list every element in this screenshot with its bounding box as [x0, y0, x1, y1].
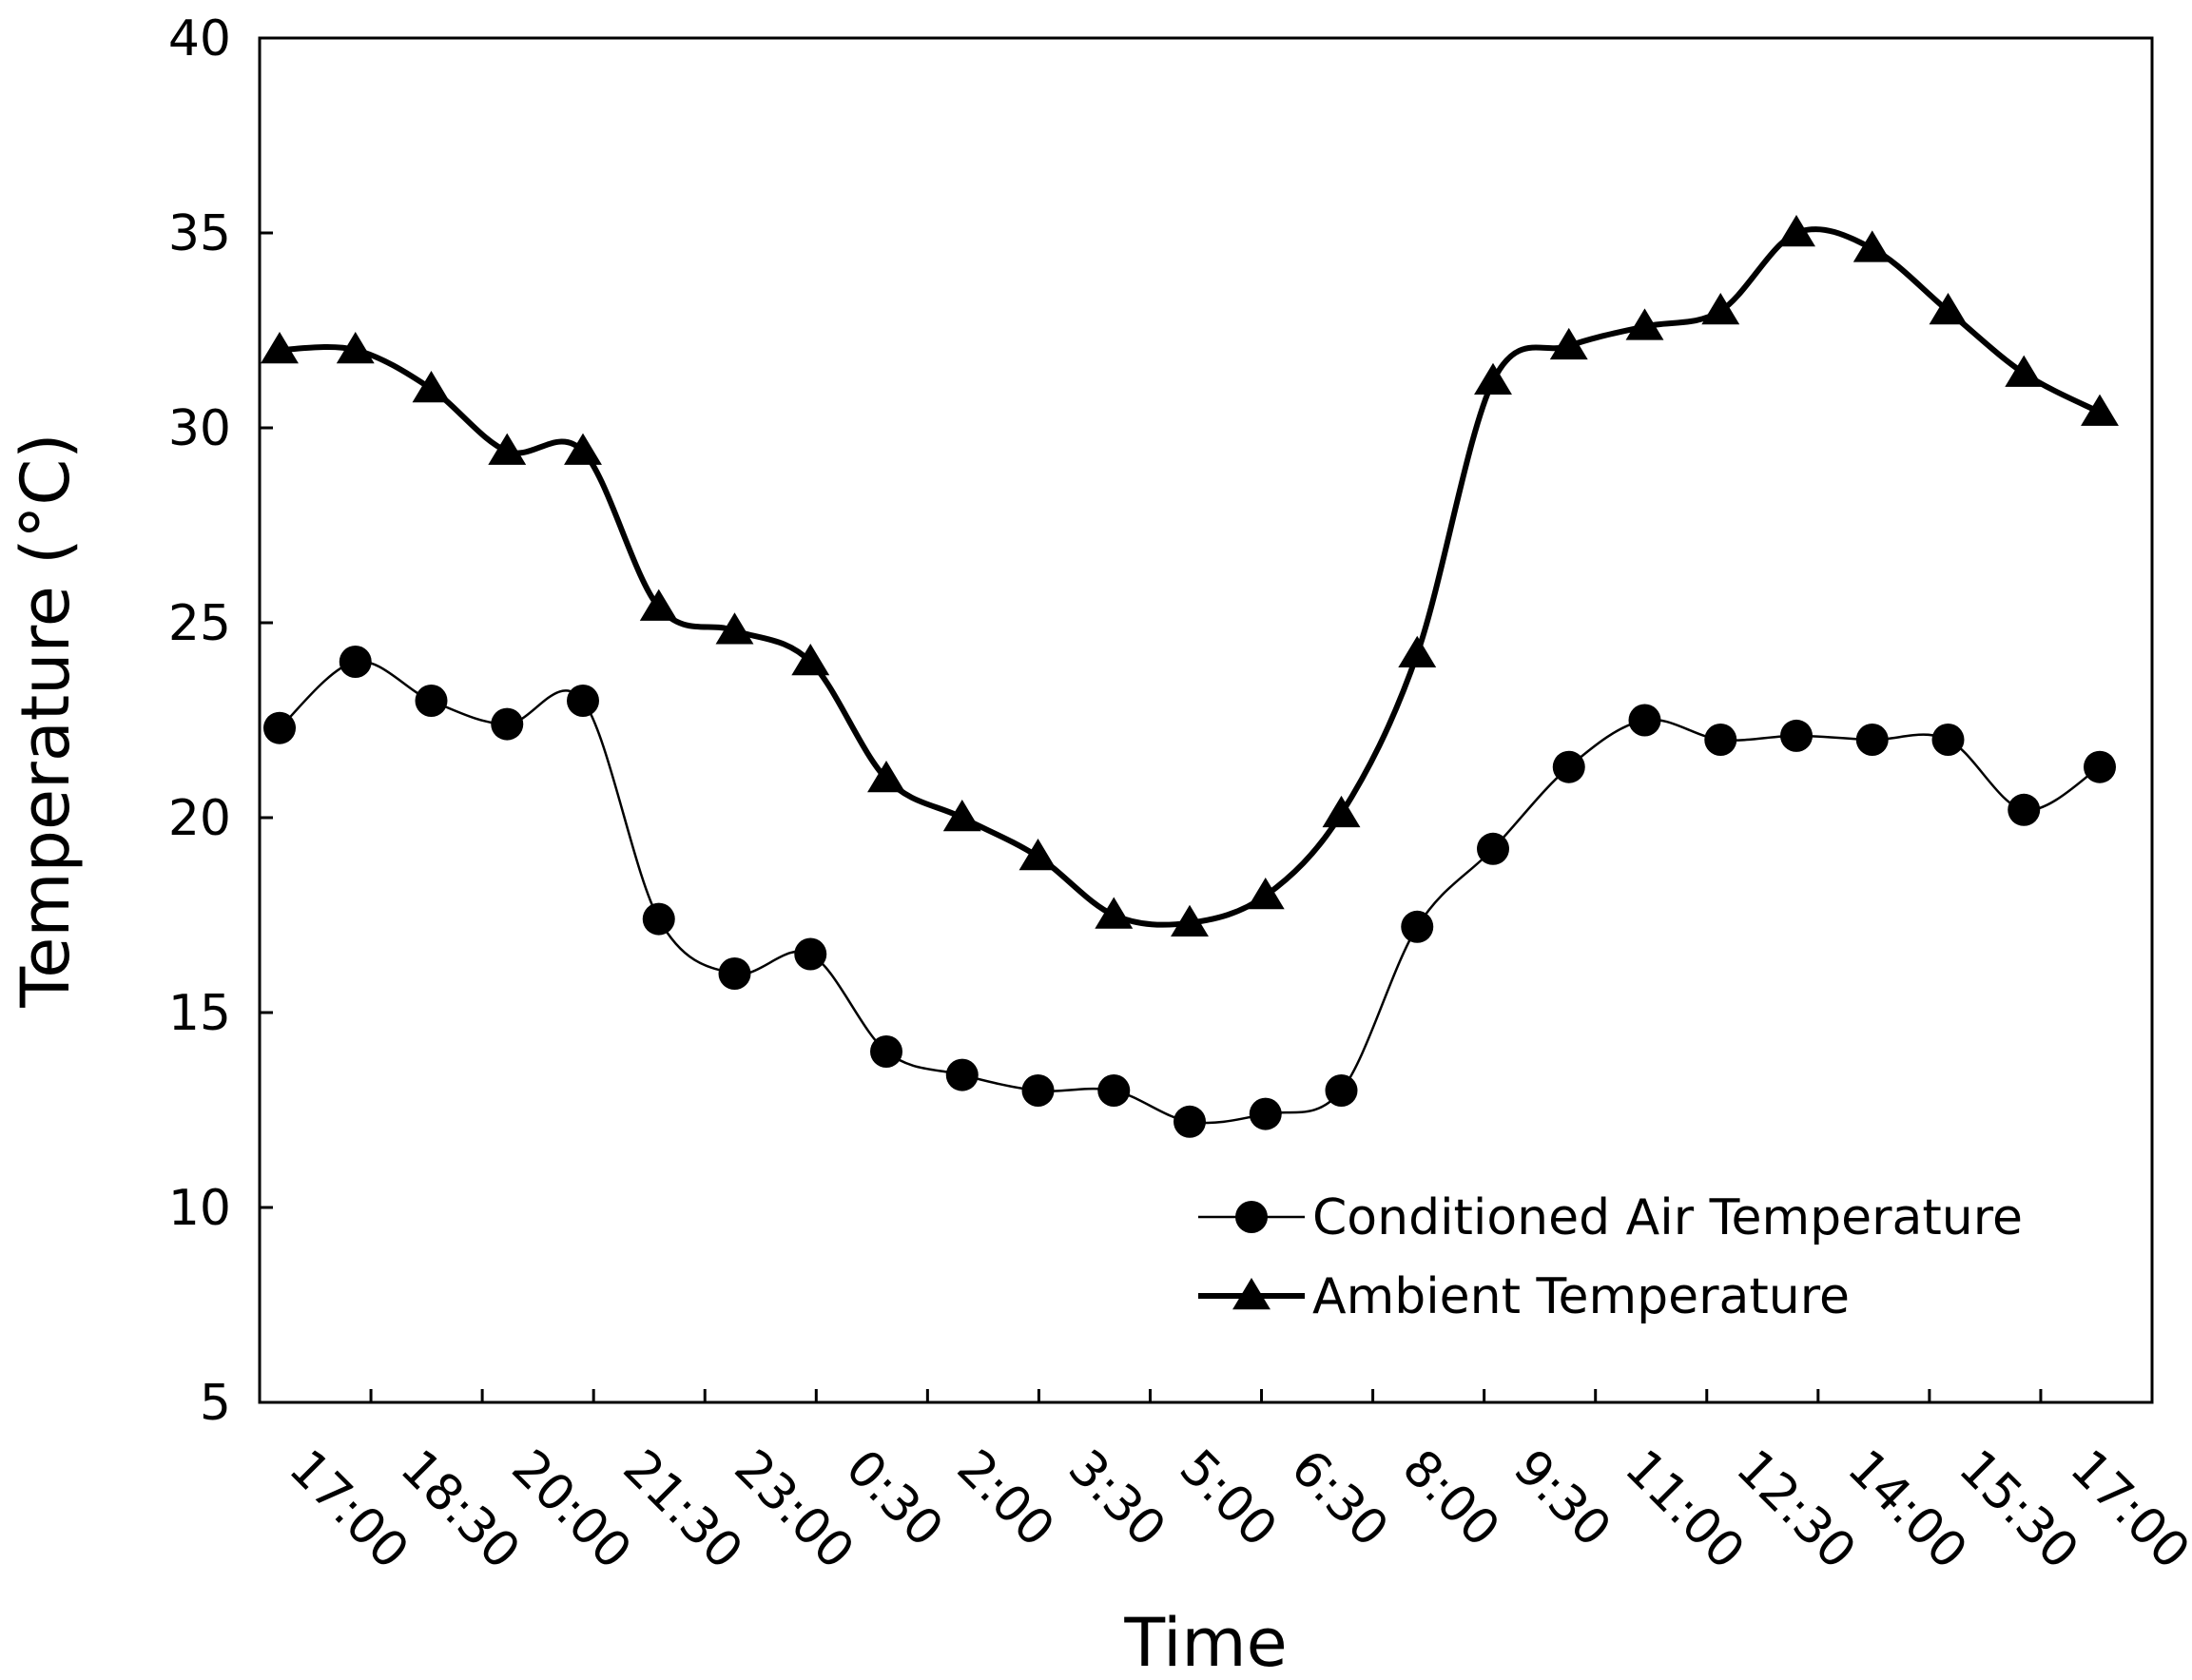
x-tick-label: 6:30	[1280, 1439, 1399, 1558]
conditioned-point	[870, 1035, 902, 1068]
y-tick-label: 30	[168, 400, 231, 457]
y-tick-label: 15	[168, 985, 231, 1042]
y-tick-label: 20	[168, 790, 231, 847]
ambient-point	[261, 332, 299, 364]
ambient-point	[715, 612, 754, 645]
ambient-point	[1853, 230, 1891, 262]
y-axis-title: Temperature (°C)	[7, 433, 85, 1008]
ambient-point	[1018, 839, 1057, 871]
x-tick-label: 5:00	[1169, 1439, 1288, 1558]
x-tick-label: 23:00	[724, 1439, 864, 1580]
conditioned-point	[2084, 750, 2116, 783]
x-tick-label: 3:30	[1057, 1439, 1176, 1558]
x-tick-label: 18:30	[389, 1439, 530, 1580]
legend: Conditioned Air Temperature Ambient Tempe…	[1198, 1189, 2023, 1325]
y-tick-label: 5	[200, 1375, 231, 1432]
conditioned-point	[567, 685, 599, 717]
ambient-point	[1701, 293, 1740, 325]
conditioned-point	[1249, 1097, 1282, 1130]
x-tick-label: 17:00	[278, 1439, 418, 1580]
y-tick-label: 25	[168, 595, 231, 652]
ambient-point	[1777, 215, 1815, 247]
x-tick-label: 2:00	[946, 1439, 1065, 1558]
conditioned-point	[1780, 719, 1813, 752]
ambient-point	[1171, 904, 1209, 937]
ambient-point	[1246, 878, 1285, 910]
ambient-point	[2005, 355, 2044, 387]
series-layer	[261, 215, 2119, 1138]
conditioned-point	[1097, 1074, 1131, 1107]
x-tick-label: 21:30	[612, 1439, 753, 1580]
conditioned-point	[1174, 1105, 1206, 1138]
conditioned-point	[1855, 724, 1889, 756]
ambient-point	[488, 433, 527, 465]
conditioned-point	[1704, 724, 1737, 756]
plot-frame	[258, 36, 2154, 1404]
x-tick-label: 12:30	[1725, 1439, 1866, 1580]
ambient-point	[1929, 293, 1968, 325]
conditioned-point	[945, 1058, 979, 1091]
series-line-conditioned	[279, 660, 2101, 1125]
x-tick-label: 11:00	[1614, 1439, 1755, 1580]
x-tick-label: 9:30	[1503, 1439, 1621, 1558]
ambient-point	[1625, 308, 1664, 340]
x-tick-label: 17:00	[2059, 1439, 2192, 1580]
conditioned-point	[794, 937, 827, 971]
ambient-point	[867, 761, 905, 793]
x-tick-label: 8:00	[1391, 1439, 1510, 1558]
conditioned-point	[1325, 1074, 1358, 1107]
conditioned-point	[491, 707, 524, 741]
ambient-point	[564, 433, 602, 465]
conditioned-point	[718, 957, 751, 990]
ambient-point	[1398, 635, 1437, 668]
ambient-point	[412, 371, 451, 403]
ambient-point	[791, 644, 830, 676]
series-line-ambient	[279, 226, 2102, 928]
ambient-point	[1474, 362, 1512, 396]
y-tick-label: 10	[168, 1180, 231, 1237]
x-tick-label: 20:00	[500, 1439, 641, 1580]
axes-layer: 51015202530354017:0018:3020:0021:3023:00…	[168, 10, 2192, 1580]
legend-triangle-marker	[1232, 1278, 1271, 1310]
ambient-point	[942, 800, 981, 832]
conditioned-point	[1931, 724, 1965, 756]
ambient-point	[1549, 327, 1588, 360]
x-tick-label: 14:00	[1836, 1439, 1977, 1580]
conditioned-point	[1552, 750, 1585, 783]
ambient-point	[1095, 897, 1134, 929]
legend-label: Ambient Temperature	[1312, 1268, 1850, 1325]
legend-label: Conditioned Air Temperature	[1312, 1189, 2023, 1246]
y-tick-label: 35	[168, 205, 231, 262]
ambient-point	[1322, 795, 1361, 828]
conditioned-point	[2008, 793, 2041, 826]
x-axis-title: Time	[1123, 1604, 1287, 1680]
x-tick-label: 15:30	[1948, 1439, 2088, 1580]
conditioned-point	[415, 685, 448, 717]
conditioned-point	[1401, 910, 1434, 943]
conditioned-point	[339, 646, 372, 678]
conditioned-point	[1021, 1074, 1055, 1107]
conditioned-point	[642, 902, 675, 936]
ambient-point	[639, 589, 678, 621]
y-tick-label: 40	[168, 10, 231, 68]
conditioned-point	[1628, 704, 1661, 737]
conditioned-point	[263, 711, 296, 744]
conditioned-point	[1477, 832, 1509, 865]
ambient-point	[2081, 394, 2119, 426]
ambient-point	[336, 332, 375, 364]
legend-circle-marker	[1235, 1201, 1268, 1233]
